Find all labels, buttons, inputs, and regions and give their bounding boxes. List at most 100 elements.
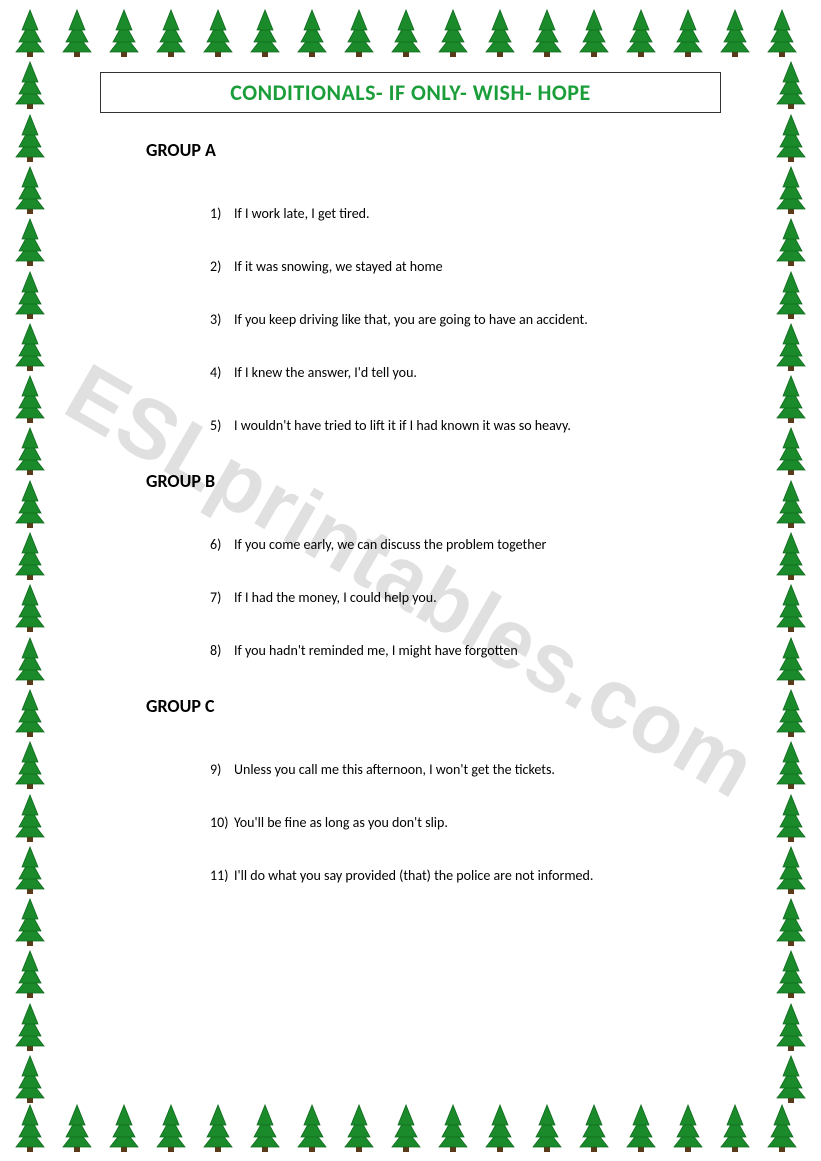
tree-icon [10, 217, 50, 267]
tree-icon [762, 1103, 802, 1153]
item-text: If I work late, I get tired. [234, 205, 370, 222]
tree-icon [104, 1103, 144, 1153]
item-list: 1)If I work late, I get tired. 2)If it wa… [210, 205, 711, 434]
group-heading: GROUP B [146, 470, 731, 492]
content-area: CONDITIONALS- IF ONLY- WISH- HOPE GROUP … [90, 72, 731, 1089]
item-text: You'll be fine as long as you don't slip… [234, 814, 448, 831]
tree-icon [10, 113, 50, 163]
list-item: 2)If it was snowing, we stayed at home [210, 258, 711, 275]
tree-icon [292, 8, 332, 58]
tree-icon [762, 8, 802, 58]
tree-icon [10, 949, 50, 999]
tree-icon [527, 1103, 567, 1153]
tree-icon [771, 1002, 811, 1052]
item-text: If it was snowing, we stayed at home [234, 258, 443, 275]
item-text: If I had the money, I could help you. [234, 589, 437, 606]
group-section: GROUP C 9)Unless you call me this afterno… [90, 695, 731, 884]
tree-icon [715, 8, 755, 58]
tree-icon [57, 8, 97, 58]
tree-icon [198, 1103, 238, 1153]
tree-icon [10, 374, 50, 424]
tree-icon [668, 1103, 708, 1153]
tree-icon [574, 1103, 614, 1153]
tree-icon [621, 1103, 661, 1153]
tree-icon [386, 1103, 426, 1153]
tree-icon [771, 897, 811, 947]
tree-icon [151, 8, 191, 58]
worksheet-page: ESLprintables.com CONDITIONALS- IF ONLY-… [0, 0, 821, 1161]
tree-icon [104, 8, 144, 58]
group-section: GROUP B 6)If you come early, we can discu… [90, 470, 731, 659]
tree-icon [527, 8, 567, 58]
tree-icon [151, 1103, 191, 1153]
tree-icon [10, 1002, 50, 1052]
tree-icon [10, 426, 50, 476]
tree-icon [245, 8, 285, 58]
tree-icon [10, 270, 50, 320]
item-list: 6)If you come early, we can discuss the … [210, 536, 711, 659]
list-item: 7)If I had the money, I could help you. [210, 589, 711, 606]
tree-icon [433, 1103, 473, 1153]
group-heading: GROUP C [146, 695, 731, 717]
item-number: 3) [210, 311, 234, 328]
item-text: I wouldn't have tried to lift it if I ha… [234, 417, 571, 434]
item-text: If you hadn't reminded me, I might have … [234, 642, 518, 659]
list-item: 1)If I work late, I get tired. [210, 205, 711, 222]
tree-icon [10, 479, 50, 529]
tree-icon [10, 322, 50, 372]
tree-icon [480, 8, 520, 58]
tree-icon [771, 479, 811, 529]
tree-icon [433, 8, 473, 58]
tree-icon [771, 1054, 811, 1104]
tree-icon [771, 688, 811, 738]
item-text: If you come early, we can discuss the pr… [234, 536, 546, 553]
item-number: 6) [210, 536, 234, 553]
tree-icon [10, 688, 50, 738]
tree-icon [480, 1103, 520, 1153]
tree-icon [10, 897, 50, 947]
item-number: 5) [210, 417, 234, 434]
item-number: 10) [210, 814, 234, 831]
group-section: GROUP A1)If I work late, I get tired.2)I… [90, 139, 731, 434]
tree-icon [386, 8, 426, 58]
list-item: 4)If I knew the answer, I'd tell you. [210, 364, 711, 381]
tree-icon [771, 793, 811, 843]
tree-icon [668, 8, 708, 58]
groups-container: GROUP A1)If I work late, I get tired.2)I… [90, 139, 731, 884]
tree-icon [715, 1103, 755, 1153]
tree-icon [10, 845, 50, 895]
tree-icon [771, 322, 811, 372]
tree-icon [771, 845, 811, 895]
item-text: Unless you call me this afternoon, I won… [234, 761, 555, 778]
list-item: 3)If you keep driving like that, you are… [210, 311, 711, 328]
tree-icon [621, 8, 661, 58]
tree-icon [10, 740, 50, 790]
list-item: 9)Unless you call me this afternoon, I w… [210, 761, 711, 778]
tree-icon [771, 531, 811, 581]
tree-icon [10, 165, 50, 215]
item-number: 11) [210, 867, 234, 884]
tree-icon [771, 374, 811, 424]
item-number: 7) [210, 589, 234, 606]
item-number: 9) [210, 761, 234, 778]
tree-icon [771, 583, 811, 633]
tree-icon [771, 60, 811, 110]
tree-icon [10, 793, 50, 843]
item-number: 1) [210, 205, 234, 222]
tree-icon [10, 1054, 50, 1104]
list-item: 6)If you come early, we can discuss the … [210, 536, 711, 553]
tree-icon [574, 8, 614, 58]
tree-icon [771, 113, 811, 163]
tree-icon [10, 636, 50, 686]
tree-icon [292, 1103, 332, 1153]
item-text: I'll do what you say provided (that) the… [234, 867, 593, 884]
tree-icon [10, 8, 50, 58]
tree-icon [771, 165, 811, 215]
list-item: 8)If you hadn't reminded me, I might hav… [210, 642, 711, 659]
tree-icon [10, 60, 50, 110]
tree-icon [771, 636, 811, 686]
item-text: If I knew the answer, I'd tell you. [234, 364, 417, 381]
tree-icon [198, 8, 238, 58]
tree-icon [771, 949, 811, 999]
title-box: CONDITIONALS- IF ONLY- WISH- HOPE [100, 72, 721, 113]
